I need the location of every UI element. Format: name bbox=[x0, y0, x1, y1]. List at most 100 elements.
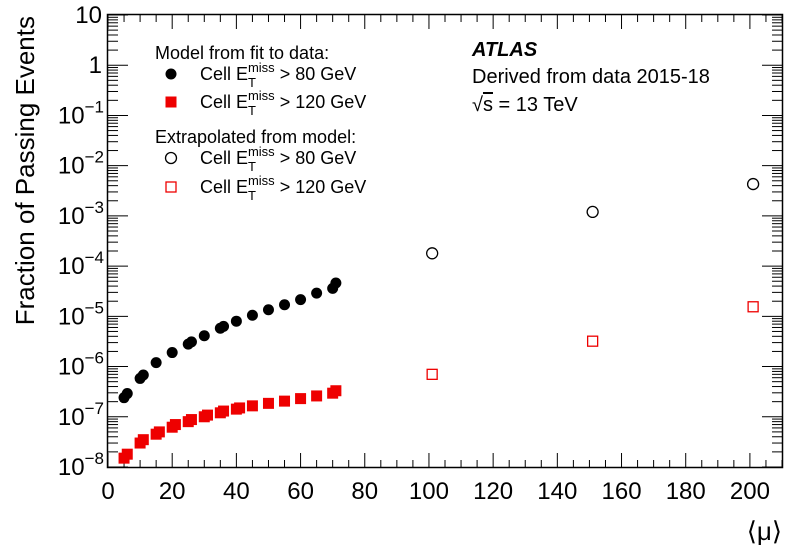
y-tick-exponent: −5 bbox=[85, 298, 104, 317]
data-point bbox=[218, 405, 230, 417]
data-point bbox=[295, 393, 307, 405]
y-tick-label: 10 bbox=[75, 2, 102, 29]
series-3 bbox=[426, 301, 759, 380]
y-axis-ticks bbox=[108, 14, 782, 468]
legend-label-prefix: Cell E bbox=[200, 148, 248, 168]
legend-label: Cell ETmiss > 120 GeV bbox=[200, 88, 366, 118]
y-tick-base: 10 bbox=[58, 454, 85, 481]
legend-marker bbox=[165, 181, 177, 193]
legend-label-prefix: Cell E bbox=[200, 92, 248, 112]
y-tick-label: 10−1 bbox=[58, 97, 104, 129]
data-point bbox=[137, 369, 149, 381]
y-tick-exponent: −7 bbox=[85, 399, 104, 418]
data-series-layer bbox=[118, 177, 760, 464]
dataset-label: Derived from data 2015-18 bbox=[472, 66, 710, 88]
y-tick-exponent: −2 bbox=[85, 148, 104, 167]
legend-label: Cell ETmiss > 120 GeV bbox=[200, 173, 366, 203]
data-point bbox=[201, 409, 213, 421]
legend-header-extrapolated: Extrapolated from model: bbox=[155, 127, 356, 147]
data-point bbox=[185, 336, 197, 348]
x-tick-label: 120 bbox=[473, 478, 513, 505]
x-tick-label: 200 bbox=[730, 478, 770, 505]
legend-label-sup: miss bbox=[248, 60, 275, 75]
y-tick-base: 10 bbox=[58, 404, 85, 431]
legend-label-prefix: Cell E bbox=[200, 64, 248, 84]
data-point bbox=[198, 330, 210, 342]
data-point bbox=[262, 397, 274, 409]
data-point bbox=[747, 301, 759, 313]
data-point bbox=[426, 247, 439, 260]
data-point bbox=[166, 347, 178, 359]
legend-label-suffix: > 80 GeV bbox=[275, 148, 357, 168]
legend-label: Cell ETmiss > 80 GeV bbox=[200, 144, 356, 174]
y-tick-label: 10−6 bbox=[58, 349, 104, 381]
data-point bbox=[279, 395, 291, 407]
data-point bbox=[169, 419, 181, 431]
legend-label-sub: T bbox=[248, 159, 256, 174]
y-tick-exponent: −1 bbox=[85, 97, 104, 116]
legend-label-sup: miss bbox=[248, 173, 275, 188]
data-point bbox=[218, 320, 230, 332]
atlas-label: ATLAS bbox=[471, 39, 538, 61]
data-point bbox=[586, 205, 599, 219]
x-axis-tick-labels: 0 20 40 60 80 100 120 140 160 180 200 bbox=[101, 478, 770, 505]
y-tick-base: 10 bbox=[58, 354, 85, 381]
energy-label: √s = 13 TeV bbox=[472, 94, 578, 116]
series-0 bbox=[118, 277, 342, 404]
data-point bbox=[311, 287, 323, 299]
legend-label-sub: T bbox=[248, 188, 256, 203]
x-tick-label: 180 bbox=[666, 478, 706, 505]
data-point bbox=[246, 309, 258, 321]
data-point bbox=[246, 400, 258, 412]
legend-label-suffix: > 120 GeV bbox=[275, 177, 367, 197]
data-point bbox=[185, 414, 197, 426]
y-tick-base: 10 bbox=[58, 253, 85, 280]
energy-value: = 13 TeV bbox=[493, 94, 578, 116]
legend-label-sub: T bbox=[248, 75, 256, 90]
plot-frame bbox=[106, 13, 784, 469]
data-point bbox=[121, 388, 133, 400]
y-tick-label: 10−8 bbox=[58, 449, 104, 481]
y-tick-label: 10−4 bbox=[58, 248, 104, 280]
legend-label-sup: miss bbox=[248, 88, 275, 103]
series-2 bbox=[426, 177, 760, 260]
data-point bbox=[137, 434, 149, 446]
y-tick-label: 1 bbox=[89, 52, 102, 79]
legend-marker bbox=[164, 151, 178, 165]
y-tick-base: 10 bbox=[58, 203, 85, 230]
legend-header-fit: Model from fit to data: bbox=[155, 43, 329, 63]
data-point bbox=[234, 402, 246, 414]
data-point bbox=[330, 385, 342, 397]
data-point bbox=[330, 277, 342, 289]
x-axis-ticks bbox=[107, 15, 783, 467]
data-point bbox=[262, 304, 274, 316]
y-tick-base: 10 bbox=[58, 303, 85, 330]
data-point bbox=[426, 368, 438, 380]
y-tick-exponent: −4 bbox=[85, 248, 104, 267]
y-tick-label: 10−3 bbox=[58, 198, 104, 230]
x-tick-label: 0 bbox=[101, 478, 114, 505]
data-point bbox=[746, 177, 760, 191]
y-tick-exponent: −8 bbox=[85, 449, 104, 468]
data-point bbox=[150, 357, 162, 369]
legend-label-suffix: > 120 GeV bbox=[275, 92, 367, 112]
x-tick-label: 100 bbox=[409, 478, 449, 505]
x-axis-title: ⟨μ⟩ bbox=[747, 516, 782, 546]
y-tick-label: 10−2 bbox=[58, 148, 104, 180]
energy-variable: s bbox=[483, 94, 493, 116]
sqrt-symbol: √ bbox=[472, 94, 483, 116]
data-point bbox=[153, 426, 165, 438]
data-point bbox=[230, 315, 242, 327]
y-tick-base: 10 bbox=[58, 153, 85, 180]
y-tick-exponent: −6 bbox=[85, 349, 104, 368]
data-point bbox=[586, 335, 599, 347]
y-tick-exponent: −3 bbox=[85, 198, 104, 217]
legend-label-prefix: Cell E bbox=[200, 177, 248, 197]
legend-marker bbox=[165, 96, 177, 108]
legend-label-sub: T bbox=[248, 103, 256, 118]
legend-label-suffix: > 80 GeV bbox=[275, 64, 357, 84]
y-axis-title: Fraction of Passing Events bbox=[10, 16, 40, 325]
